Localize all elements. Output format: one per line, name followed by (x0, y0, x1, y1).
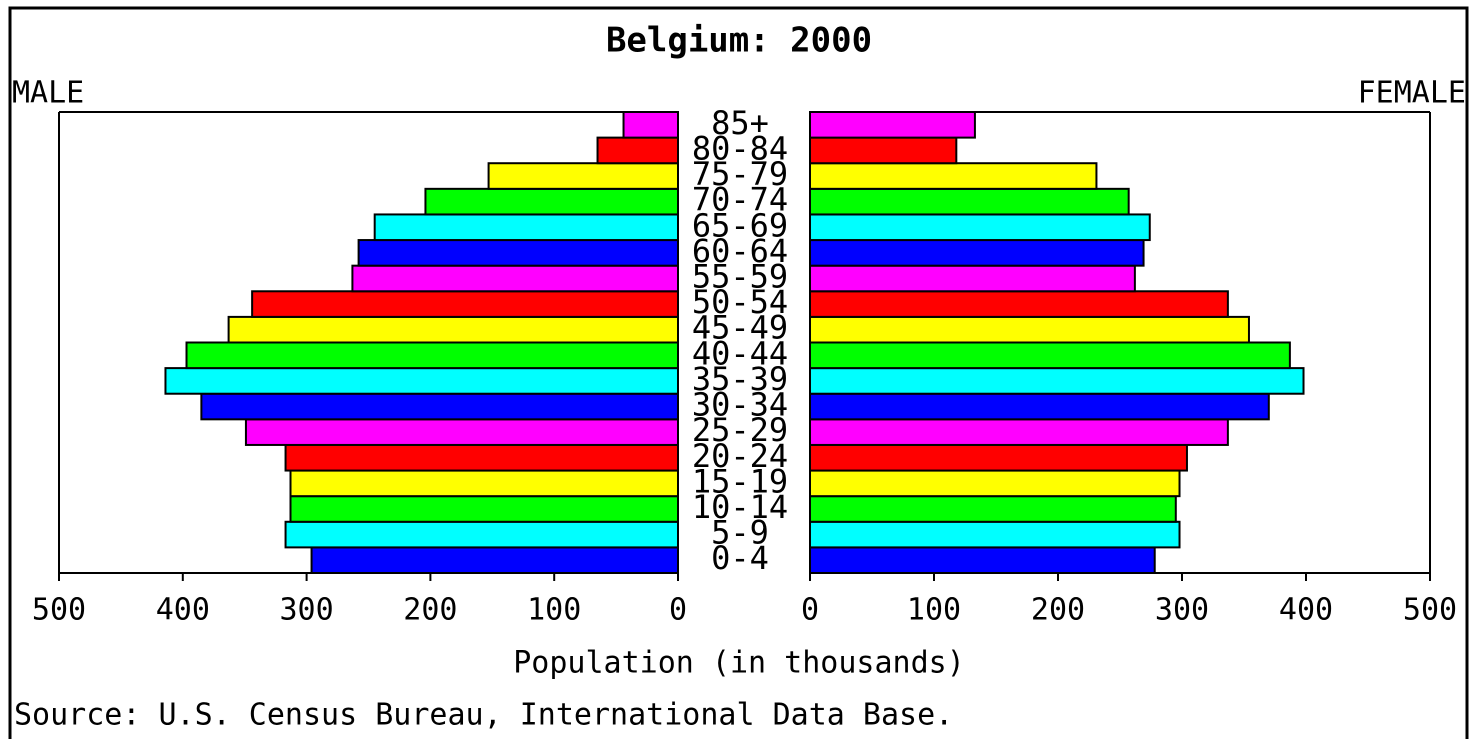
x-tick-label: 300 (1155, 593, 1209, 628)
category-label: 65-69 (692, 206, 788, 244)
x-tick-label: 100 (907, 593, 961, 628)
x-tick-label: 0 (669, 593, 687, 628)
bar (809, 546, 1156, 575)
chart-title: Belgium: 2000 (606, 21, 872, 61)
bar (373, 213, 679, 242)
bar (185, 341, 679, 370)
x-tick-label: 200 (403, 593, 457, 628)
bar (809, 187, 1130, 216)
category-label: 25-29 (692, 411, 788, 449)
category-label: 70-74 (692, 181, 788, 219)
x-tick-label: 500 (1403, 593, 1457, 628)
bar (351, 264, 679, 293)
category-label: 15-19 (692, 462, 788, 500)
source-note: Source: U.S. Census Bureau, Internationa… (14, 698, 953, 733)
category-label: 85+ (711, 104, 769, 142)
category-label: 40-44 (692, 334, 788, 372)
category-label: 80-84 (692, 129, 788, 167)
bar (809, 469, 1181, 498)
x-axis-label: Population (in thousands) (513, 646, 965, 681)
category-label: 50-54 (692, 283, 788, 321)
x-tick-label: 500 (32, 593, 86, 628)
category-label: 60-64 (692, 232, 788, 270)
bar (809, 136, 958, 165)
bar (809, 392, 1270, 421)
category-label: 0-4 (711, 539, 769, 577)
bar (289, 495, 679, 523)
bar (200, 392, 679, 421)
bar (809, 290, 1229, 318)
bar (809, 239, 1145, 267)
category-label: 45-49 (692, 309, 788, 347)
bar (284, 520, 679, 549)
bar (284, 443, 679, 472)
x-tick-label: 300 (280, 593, 334, 628)
x-tick-label: 100 (527, 593, 581, 628)
category-label: 75-79 (692, 155, 788, 193)
series-name: FEMALE (1358, 76, 1466, 111)
bar (809, 418, 1229, 446)
category-label: 35-39 (692, 360, 788, 398)
bar (244, 418, 680, 446)
bar (622, 111, 680, 139)
bar (809, 315, 1250, 344)
category-label: 55-59 (692, 257, 788, 295)
frame (8, 6, 1469, 739)
bar (809, 162, 1098, 190)
bar (251, 290, 680, 318)
series-name: MALE (12, 76, 84, 111)
bar (289, 469, 679, 498)
bar (227, 315, 680, 344)
bar (809, 264, 1136, 293)
bar (809, 111, 976, 139)
category-label: 20-24 (692, 437, 788, 475)
category-label: 30-34 (692, 386, 788, 424)
bar (809, 495, 1177, 523)
bar (424, 187, 679, 216)
bar (487, 162, 679, 190)
bar (809, 213, 1151, 242)
bar (164, 367, 679, 395)
bar (310, 546, 679, 575)
bar (809, 341, 1291, 370)
bar (809, 520, 1181, 549)
category-label: 10-14 (692, 488, 788, 526)
bar (596, 136, 680, 165)
x-tick-label: 0 (801, 593, 819, 628)
x-tick-label: 200 (1031, 593, 1085, 628)
bar (809, 367, 1305, 395)
bar (809, 443, 1188, 472)
category-label: 5-9 (711, 514, 769, 552)
bar (357, 239, 679, 267)
x-tick-label: 400 (156, 593, 210, 628)
x-tick-label: 400 (1279, 593, 1333, 628)
